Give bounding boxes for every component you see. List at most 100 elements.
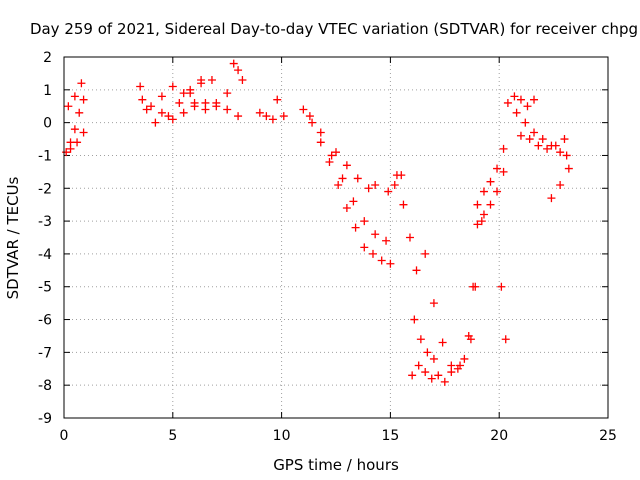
data-point-arc-x: [560, 135, 569, 144]
data-point-arc-a: [79, 95, 88, 104]
data-point-arc-r: [429, 354, 438, 363]
data-point-arc-w: [562, 151, 571, 160]
data-point-arc-u: [497, 282, 506, 291]
data-point-arc-d: [175, 98, 184, 107]
data-point-arc-g: [197, 79, 206, 88]
data-point-arc-q: [464, 331, 473, 340]
data-point-arc-l: [360, 217, 369, 226]
data-point-arc-o: [390, 180, 399, 189]
data-point-arc-f: [212, 98, 221, 107]
data-point-arc-s: [469, 282, 478, 291]
grid-layer: [64, 57, 608, 418]
data-point-arc-q: [421, 249, 430, 258]
data-point-arc-s: [486, 177, 495, 186]
data-point-arc-j: [279, 112, 288, 121]
data-point-arc-p: [421, 368, 430, 377]
data-point-arc-w: [556, 148, 565, 157]
data-point-arc-t: [479, 210, 488, 219]
y-tick-label: -5: [38, 280, 52, 296]
data-point-arc-w: [512, 108, 521, 117]
data-point-arc-x: [525, 135, 534, 144]
data-point-arc-n: [399, 200, 408, 209]
data-point-arc-w: [521, 118, 530, 127]
data-point-arc-c: [79, 128, 88, 137]
data-point-arc-f: [201, 105, 210, 114]
data-point-arc-f: [168, 82, 177, 91]
y-tick-label: -4: [38, 247, 52, 263]
data-point-arc-q: [438, 338, 447, 347]
data-point-arc-m: [342, 161, 351, 170]
data-point-arc-l: [316, 128, 325, 137]
data-point-arc-y: [564, 164, 573, 173]
x-tick-label: 20: [490, 428, 508, 444]
data-point-arc-h: [238, 75, 247, 84]
data-point-arc-o: [384, 187, 393, 196]
data-point-arc-v: [530, 95, 539, 104]
data-point-arc-a: [70, 125, 79, 134]
data-point-arc-t: [499, 167, 508, 176]
data-point-arc-l: [349, 197, 358, 206]
data-point-arc-p: [440, 377, 449, 386]
data-point-arc-v: [516, 95, 525, 104]
data-marks: [62, 59, 573, 386]
data-point-arc-j: [273, 95, 282, 104]
data-point-arc-e: [138, 95, 147, 104]
y-tick-label: -8: [38, 378, 52, 394]
data-point-arc-r: [410, 315, 419, 324]
data-point-arc-x: [551, 141, 560, 150]
data-point-arc-k: [377, 256, 386, 265]
data-point-arc-u: [501, 335, 510, 344]
data-point-arc-k: [360, 243, 369, 252]
data-point-arc-d: [142, 105, 151, 114]
data-point-arc-l: [327, 151, 336, 160]
data-point-arc-b: [77, 79, 86, 88]
y-tick-label: 2: [43, 50, 52, 66]
data-point-arc-m: [364, 184, 373, 193]
data-point-arc-k: [386, 259, 395, 268]
x-tick-label: 25: [599, 428, 617, 444]
data-point-arc-g: [186, 89, 195, 98]
y-tick-label: -7: [38, 345, 52, 361]
data-point-arc-w: [538, 135, 547, 144]
data-point-arc-k: [334, 180, 343, 189]
data-point-arc-l: [338, 174, 347, 183]
data-point-arc-i: [255, 108, 264, 117]
tick-layer: [63, 56, 609, 419]
data-point-arc-d: [164, 112, 173, 121]
data-point-arc-k: [308, 118, 317, 127]
data-point-arc-e: [147, 102, 156, 111]
data-point-arc-p: [414, 361, 423, 370]
data-point-arc-r: [423, 348, 432, 357]
data-point-arc-i: [262, 112, 271, 121]
data-point-arc-d: [136, 82, 145, 91]
data-point-arc-s: [479, 187, 488, 196]
data-point-arc-n: [405, 233, 414, 242]
y-tick-label: -6: [38, 313, 52, 329]
data-point-arc-x: [534, 141, 543, 150]
data-point-arc-q: [429, 299, 438, 308]
x-tick-label: 15: [381, 428, 399, 444]
data-point-arc-s: [499, 144, 508, 153]
data-point-arc-p: [434, 371, 443, 380]
y-axis-label: SDTVAR / TECUs: [4, 176, 22, 299]
data-point-arc-h: [229, 59, 238, 68]
data-point-arc-e: [223, 105, 232, 114]
y-tick-label: -9: [38, 411, 52, 427]
chart-title: Day 259 of 2021, Sidereal Day-to-day VTE…: [30, 20, 638, 38]
x-tick-labels: 0 5 10 15 20 25: [60, 428, 617, 444]
data-point-arc-r: [416, 335, 425, 344]
data-point-arc-c: [66, 144, 75, 153]
data-point-arc-k: [299, 105, 308, 114]
data-point-arc-s: [493, 164, 502, 173]
data-point-arc-x: [543, 144, 552, 153]
data-point-arc-y: [547, 194, 556, 203]
y-tick-label: -1: [38, 148, 52, 164]
data-point-arc-v: [523, 102, 532, 111]
data-point-arc-y: [556, 180, 565, 189]
data-point-arc-s: [473, 200, 482, 209]
plot-frame: [63, 56, 609, 419]
data-point-arc-p: [427, 374, 436, 383]
data-point-arc-k: [342, 203, 351, 212]
data-point-arc-x: [516, 131, 525, 140]
